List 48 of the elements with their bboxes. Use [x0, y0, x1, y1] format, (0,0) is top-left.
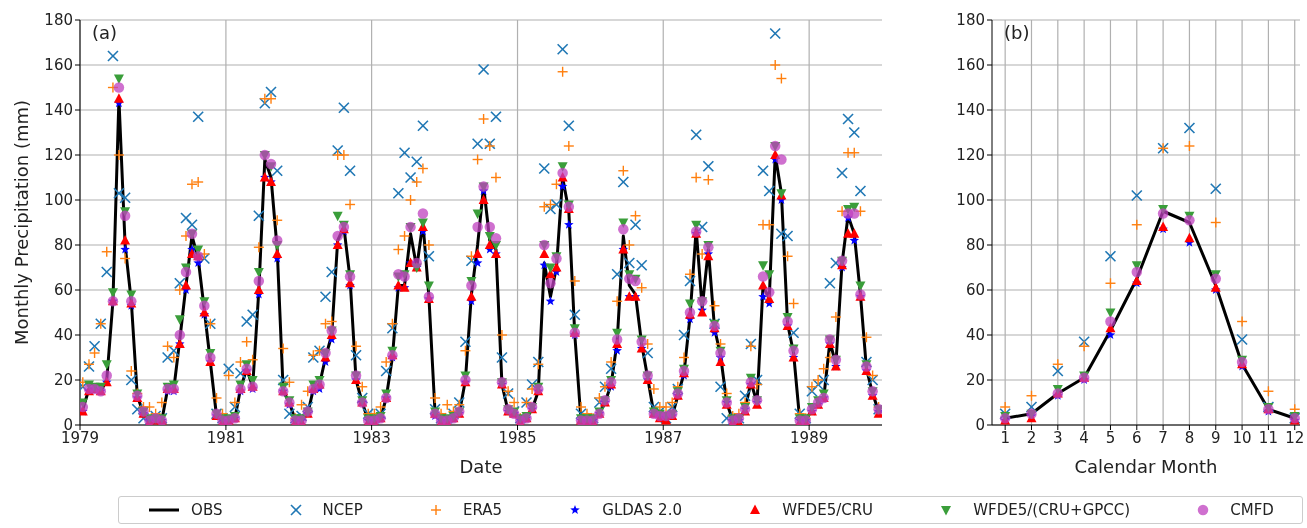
legend-label: WFDE5/(CRU+GPCC) — [973, 501, 1131, 519]
y-tick-label: 60 — [965, 281, 985, 300]
x-axis-title: Date — [459, 456, 503, 477]
y-tick-label: 40 — [965, 326, 985, 345]
y-tick-label: 180 — [44, 11, 73, 30]
x-tick-label: 1983 — [352, 428, 391, 447]
legend-label: ERA5 — [463, 501, 503, 519]
y-tick-label: 40 — [53, 326, 73, 345]
x-tick-label: 8 — [1184, 428, 1195, 447]
x-tick-label: 5 — [1105, 428, 1116, 447]
y-axis-title: Monthly Precipitation (mm) — [11, 99, 33, 346]
y-tick-label: 100 — [956, 191, 985, 210]
legend-label: NCEP — [322, 501, 363, 519]
legend-label: GLDAS 2.0 — [602, 501, 682, 519]
legend-label: WFDE5/CRU — [782, 501, 874, 519]
y-tick-label: 80 — [965, 236, 985, 255]
y-tick-label: 60 — [53, 281, 73, 300]
x-tick-label: 1981 — [206, 428, 245, 447]
y-tick-label: 160 — [956, 56, 985, 75]
x-tick-label: 7 — [1158, 428, 1168, 447]
x-axis-title: Calendar Month — [1074, 456, 1218, 477]
legend-label: OBS — [191, 501, 223, 519]
x-tick-label: 9 — [1210, 428, 1221, 447]
y-tick-label: 120 — [44, 146, 73, 165]
x-tick-label: 4 — [1079, 428, 1089, 447]
x-tick-label: 3 — [1053, 428, 1063, 447]
chart-title: (a) — [92, 22, 118, 43]
y-tick-label: 180 — [956, 11, 985, 30]
chart-title: (b) — [1004, 22, 1030, 43]
x-tick-label: 1987 — [644, 428, 683, 447]
y-tick-label: 140 — [44, 101, 73, 120]
x-tick-label: 1989 — [790, 428, 829, 447]
x-tick-label: 10 — [1232, 428, 1252, 447]
y-tick-label: 160 — [44, 56, 73, 75]
y-tick-label: 80 — [53, 236, 73, 255]
x-tick-label: 6 — [1132, 428, 1142, 447]
x-tick-label: 12 — [1285, 428, 1305, 447]
y-tick-label: 120 — [956, 146, 985, 165]
x-tick-label: 1 — [1000, 428, 1010, 447]
y-tick-label: 140 — [956, 101, 985, 120]
x-tick-label: 11 — [1258, 428, 1278, 447]
legend-label: CMFD — [1230, 501, 1274, 519]
y-tick-label: 20 — [53, 371, 73, 390]
x-tick-label: 2 — [1026, 428, 1037, 447]
y-tick-label: 100 — [44, 191, 73, 210]
y-tick-label: 20 — [965, 371, 985, 390]
y-tick-label: 0 — [975, 416, 985, 435]
x-tick-label: 1985 — [498, 428, 537, 447]
